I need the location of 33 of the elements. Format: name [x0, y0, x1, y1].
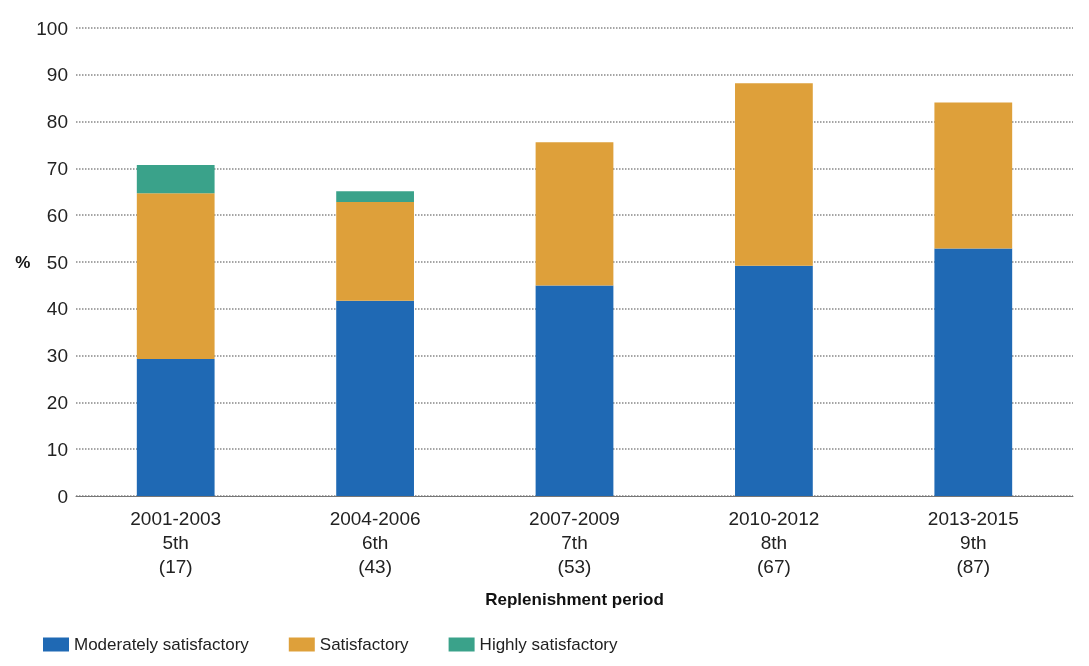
bar: [934, 102, 1013, 249]
y-tick-label: 40: [46, 298, 68, 320]
y-tick-label: 70: [46, 157, 68, 179]
y-tick-label: 60: [46, 204, 68, 226]
bar: [336, 191, 414, 203]
y-tick-label: 100: [36, 17, 68, 39]
bar: [336, 202, 414, 301]
x-tick-label: 2001-2003 5th (17): [130, 507, 222, 577]
x-axis-title: Replenishment period: [485, 590, 664, 609]
bar: [735, 83, 813, 266]
bar: [535, 285, 614, 496]
y-tick-label: 80: [46, 111, 68, 133]
y-axis-title: %: [15, 252, 31, 272]
x-tick-label: 2013-2015 9th (87): [927, 507, 1019, 577]
bar: [136, 165, 215, 194]
bar: [136, 193, 215, 359]
y-tick-label: 20: [46, 391, 68, 413]
y-tick-label: 50: [46, 251, 68, 273]
y-tick-label: 0: [57, 485, 68, 507]
bar: [136, 358, 215, 496]
legend-label: Satisfactory: [319, 635, 410, 654]
bar: [535, 142, 614, 286]
x-tick-label: 2004-2006 6th (43): [329, 507, 421, 577]
bar: [934, 248, 1013, 496]
legend-label: Highly satisfactory: [479, 635, 619, 654]
bar: [336, 300, 414, 496]
x-tick-label: 2010-2012 8th (67): [728, 507, 820, 577]
legend-label: Moderately satisfactory: [74, 635, 250, 654]
y-tick-label: 90: [46, 64, 68, 86]
y-tick-label: 10: [46, 438, 68, 460]
bar: [735, 265, 813, 496]
y-tick-label: 30: [46, 345, 68, 367]
x-tick-label: 2007-2009 7th (53): [529, 507, 620, 577]
